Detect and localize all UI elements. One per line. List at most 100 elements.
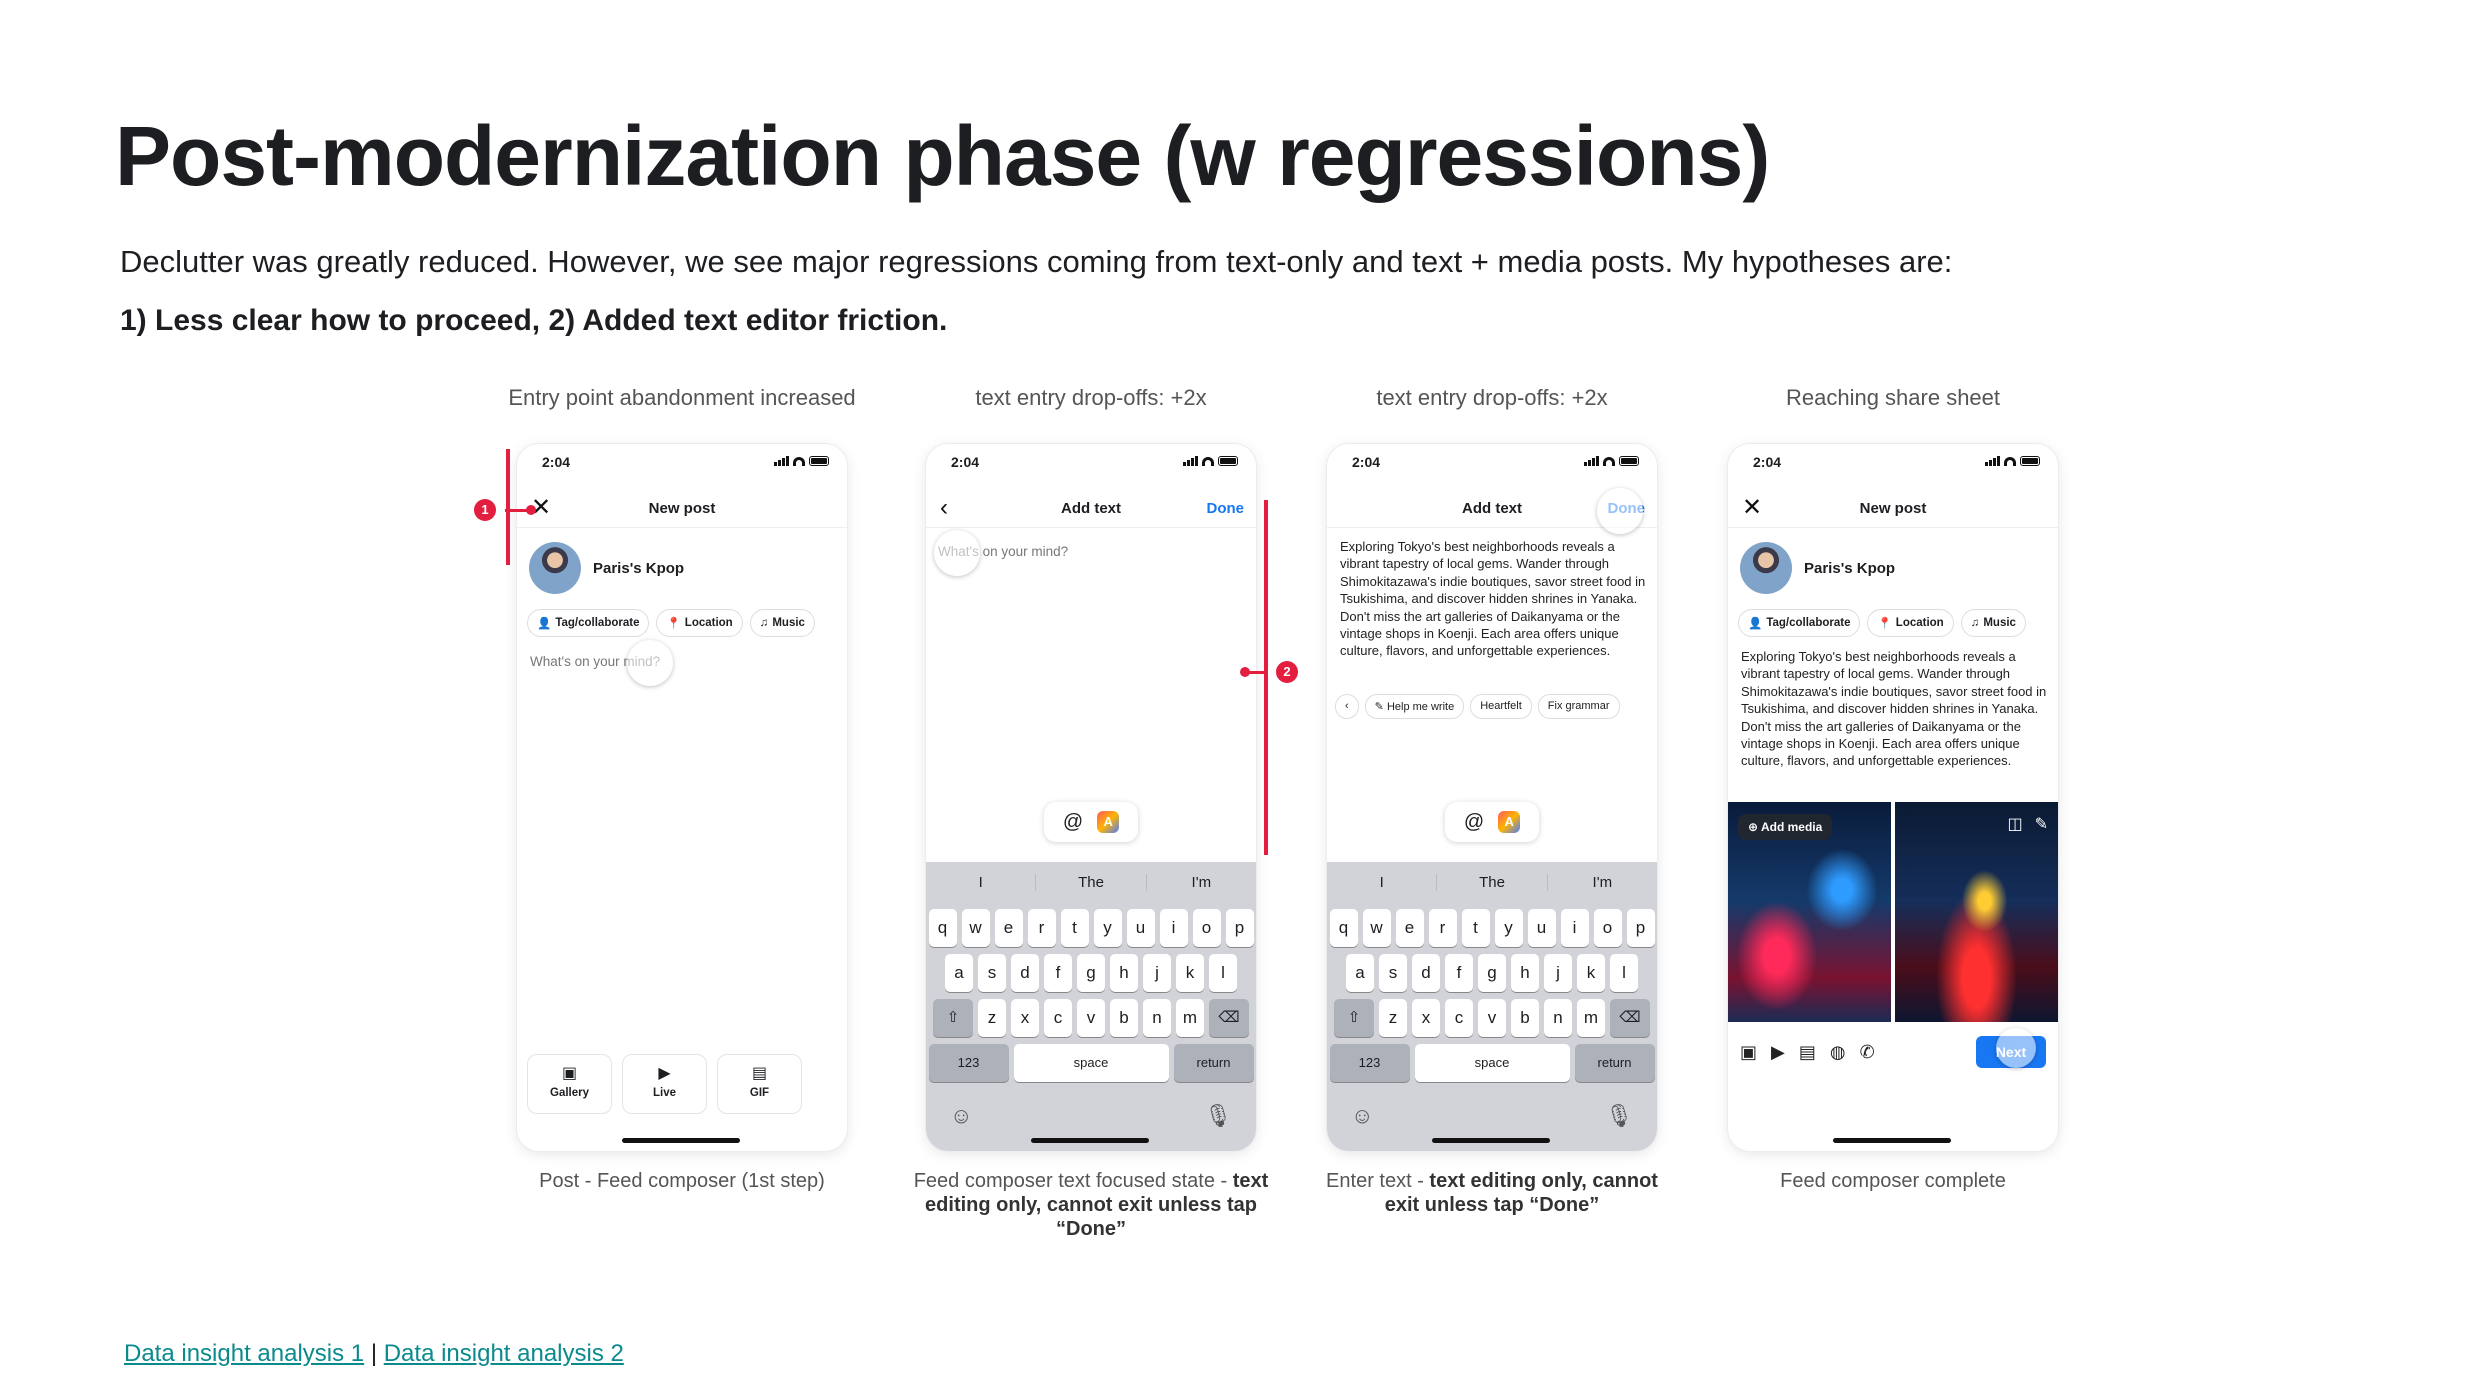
photo-tile[interactable]: ◫ ✎ [1895, 802, 2058, 1022]
suggestion[interactable]: I [1327, 873, 1438, 891]
letter-key[interactable]: f [1445, 954, 1473, 992]
letter-key[interactable]: w [1362, 909, 1391, 947]
emoji-icon[interactable]: ☺ [950, 1103, 973, 1128]
letter-key[interactable]: q [928, 909, 957, 947]
letter-key[interactable]: h [1511, 954, 1539, 992]
letter-key[interactable]: q [1329, 909, 1358, 947]
letter-key[interactable]: n [1544, 999, 1572, 1037]
letter-key[interactable]: w [961, 909, 990, 947]
letter-key[interactable]: b [1511, 999, 1539, 1037]
whatsapp-icon[interactable]: ✆ [1859, 1041, 1875, 1062]
back-chevron-icon[interactable]: ‹ [940, 494, 948, 521]
return-key[interactable]: return [1574, 1044, 1655, 1082]
letter-key[interactable]: c [1445, 999, 1473, 1037]
space-key[interactable]: space [1414, 1044, 1570, 1082]
letter-key[interactable]: e [1395, 909, 1424, 947]
done-button[interactable]: Done [1206, 500, 1245, 517]
letter-key[interactable]: k [1176, 954, 1204, 992]
letter-key[interactable]: p [1626, 909, 1655, 947]
letter-key[interactable]: t [1060, 909, 1089, 947]
microphone-icon[interactable]: 🎙 [1605, 1103, 1633, 1128]
fix-grammar-chip[interactable]: Fix grammar [1537, 694, 1620, 719]
letter-key[interactable]: p [1225, 909, 1254, 947]
letter-key[interactable]: z [978, 999, 1006, 1037]
letter-key[interactable]: h [1110, 954, 1138, 992]
suggestion[interactable]: I [926, 873, 1037, 891]
numbers-key[interactable]: 123 [928, 1044, 1009, 1082]
letter-key[interactable]: n [1143, 999, 1171, 1037]
backspace-key[interactable]: ⌫ [1209, 999, 1249, 1037]
letter-key[interactable]: y [1093, 909, 1122, 947]
backspace-key[interactable]: ⌫ [1610, 999, 1650, 1037]
add-media-button[interactable]: ⊕ Add media [1738, 814, 1833, 840]
suggestion[interactable]: I'm [1191, 873, 1212, 891]
letter-key[interactable]: k [1577, 954, 1605, 992]
letter-key[interactable]: j [1143, 954, 1171, 992]
letter-key[interactable]: i [1560, 909, 1589, 947]
letter-key[interactable]: e [994, 909, 1023, 947]
letter-key[interactable]: s [978, 954, 1006, 992]
return-key[interactable]: return [1173, 1044, 1254, 1082]
shift-key[interactable]: ⇧ [1334, 999, 1374, 1037]
suggestion[interactable]: I'm [1592, 873, 1613, 891]
letter-key[interactable]: d [1011, 954, 1039, 992]
suggestion[interactable]: The [1437, 873, 1548, 891]
mention-icon[interactable]: @ [1463, 810, 1485, 833]
heartfelt-chip[interactable]: Heartfelt [1470, 694, 1532, 719]
audio-icon[interactable]: ◍ [1829, 1041, 1846, 1062]
mention-icon[interactable]: @ [1062, 810, 1084, 833]
layout-icon[interactable]: ◫ [2007, 816, 2023, 833]
gif-icon[interactable]: ▤ [1798, 1041, 1816, 1062]
letter-key[interactable]: t [1461, 909, 1490, 947]
shift-key[interactable]: ⇧ [933, 999, 973, 1037]
letter-key[interactable]: r [1428, 909, 1457, 947]
location-chip[interactable]: 📍 Location [656, 609, 743, 637]
letter-key[interactable]: b [1110, 999, 1138, 1037]
ai-assist-icon[interactable]: A [1498, 811, 1521, 833]
letter-key[interactable]: g [1077, 954, 1105, 992]
microphone-icon[interactable]: 🎙 [1204, 1103, 1232, 1128]
letter-key[interactable]: z [1379, 999, 1407, 1037]
letter-key[interactable]: o [1593, 909, 1622, 947]
letter-key[interactable]: d [1412, 954, 1440, 992]
numbers-key[interactable]: 123 [1329, 1044, 1410, 1082]
photo-icon[interactable]: ▣ [1740, 1041, 1758, 1062]
tag-collaborate-chip[interactable]: 👤 Tag/collaborate [1738, 609, 1861, 637]
help-me-write-chip[interactable]: ✎ Help me write [1364, 694, 1465, 719]
letter-key[interactable]: u [1527, 909, 1556, 947]
close-icon[interactable]: ✕ [531, 494, 552, 521]
letter-key[interactable]: v [1077, 999, 1105, 1037]
letter-key[interactable]: f [1044, 954, 1072, 992]
data-insight-link-1[interactable]: Data insight analysis 1 [124, 1340, 365, 1367]
letter-key[interactable]: x [1011, 999, 1039, 1037]
ai-assist-icon[interactable]: A [1097, 811, 1120, 833]
edit-icon[interactable]: ✎ [2034, 816, 2048, 833]
tag-collaborate-chip[interactable]: 👤 Tag/collaborate [527, 609, 650, 637]
letter-key[interactable]: a [1346, 954, 1374, 992]
close-icon[interactable]: ✕ [1742, 494, 1763, 521]
live-tile[interactable]: ▶ Live [622, 1054, 707, 1114]
music-chip[interactable]: ♫ Music [1960, 609, 2026, 637]
letter-key[interactable]: o [1192, 909, 1221, 947]
letter-key[interactable]: s [1379, 954, 1407, 992]
letter-key[interactable]: y [1494, 909, 1523, 947]
letter-key[interactable]: i [1159, 909, 1188, 947]
emoji-icon[interactable]: ☺ [1351, 1103, 1374, 1128]
letter-key[interactable]: a [945, 954, 973, 992]
video-icon[interactable]: ▶ [1771, 1041, 1785, 1062]
letter-key[interactable]: m [1176, 999, 1204, 1037]
music-chip[interactable]: ♫ Music [749, 609, 815, 637]
letter-key[interactable]: g [1478, 954, 1506, 992]
data-insight-link-2[interactable]: Data insight analysis 2 [383, 1340, 624, 1367]
letter-key[interactable]: c [1044, 999, 1072, 1037]
letter-key[interactable]: x [1412, 999, 1440, 1037]
post-text[interactable]: Exploring Tokyo's best neighborhoods rev… [1340, 539, 1646, 659]
letter-key[interactable]: l [1209, 954, 1237, 992]
letter-key[interactable]: u [1126, 909, 1155, 947]
letter-key[interactable]: r [1027, 909, 1056, 947]
letter-key[interactable]: m [1577, 999, 1605, 1037]
letter-key[interactable]: v [1478, 999, 1506, 1037]
letter-key[interactable]: j [1544, 954, 1572, 992]
back-chevron-icon[interactable]: ‹ [1335, 694, 1359, 719]
location-chip[interactable]: 📍 Location [1867, 609, 1954, 637]
